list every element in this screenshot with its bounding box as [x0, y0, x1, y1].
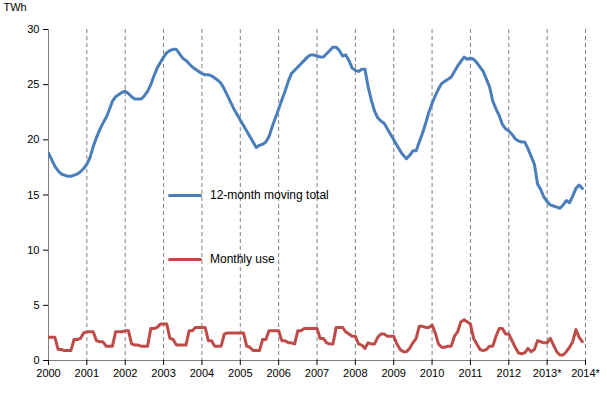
svg-text:2007: 2007 — [305, 367, 329, 379]
svg-text:TWh: TWh — [4, 1, 27, 13]
svg-text:2013*: 2013* — [533, 367, 562, 379]
svg-text:0: 0 — [33, 354, 39, 366]
svg-text:2004: 2004 — [190, 367, 214, 379]
svg-text:2000: 2000 — [36, 367, 60, 379]
svg-text:25: 25 — [27, 78, 39, 90]
svg-text:15: 15 — [27, 189, 39, 201]
svg-text:2012: 2012 — [497, 367, 521, 379]
svg-text:20: 20 — [27, 133, 39, 145]
svg-text:2010: 2010 — [420, 367, 444, 379]
svg-text:2011: 2011 — [459, 367, 483, 379]
svg-text:2005: 2005 — [228, 367, 252, 379]
svg-text:2001: 2001 — [75, 367, 99, 379]
svg-text:2002: 2002 — [113, 367, 137, 379]
svg-text:2003: 2003 — [151, 367, 175, 379]
svg-text:30: 30 — [27, 23, 39, 35]
svg-text:2008: 2008 — [343, 367, 367, 379]
html-text:Monthly use: Monthly use — [210, 252, 275, 266]
svg-text:10: 10 — [27, 244, 39, 256]
svg-text:2009: 2009 — [381, 367, 405, 379]
svg-text:2014*: 2014* — [571, 367, 600, 379]
svg-text:5: 5 — [33, 299, 39, 311]
html-text:12-month moving total: 12-month moving total — [210, 188, 329, 202]
svg-text:2006: 2006 — [266, 367, 290, 379]
